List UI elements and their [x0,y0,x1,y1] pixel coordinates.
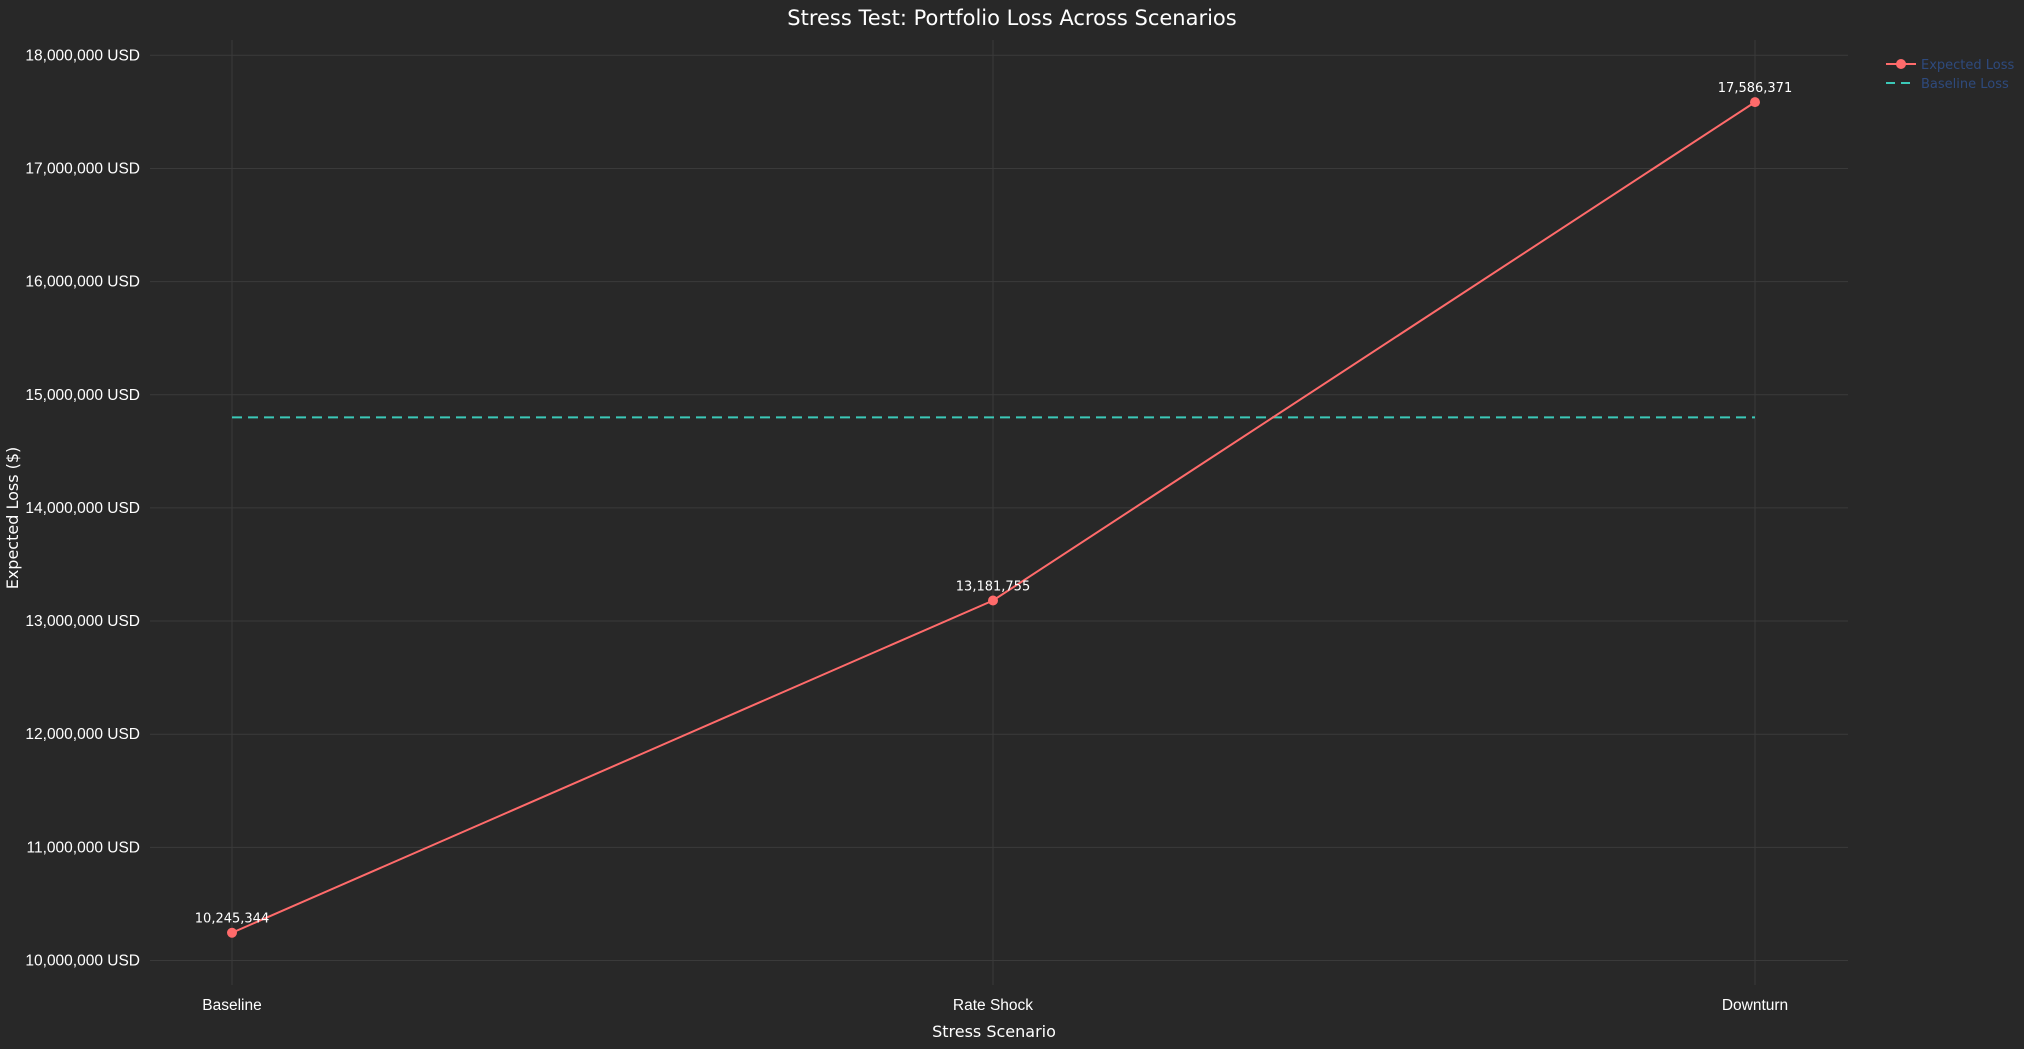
series [227,97,1760,938]
y-axis-title: Expected Loss ($) [3,447,22,590]
y-tick-label: 13,000,000 USD [25,613,140,630]
data-label-expected-loss: 13,181,755 [956,579,1030,594]
data-point-expected-loss[interactable] [1750,97,1760,108]
data-labels: 10,245,344 13,181,755 17,586,371 [195,81,1792,927]
chart-title: Stress Test: Portfolio Loss Across Scena… [787,6,1236,30]
grid [150,40,1848,985]
data-label-expected-loss: 10,245,344 [195,912,269,927]
y-tick-label: 17,000,000 USD [25,160,140,177]
y-tick-label: 14,000,000 USD [25,500,140,517]
x-tick-label: Downturn [1722,997,1788,1014]
y-axis-ticks: 10,000,000 USD 11,000,000 USD 12,000,000 U… [25,47,140,969]
y-tick-label: 12,000,000 USD [25,726,140,743]
y-tick-label: 10,000,000 USD [25,953,140,970]
y-tick-label: 18,000,000 USD [25,47,140,64]
data-label-expected-loss: 17,586,371 [1718,81,1792,96]
x-axis-title: Stress Scenario [932,1022,1056,1041]
legend-item-baseline-loss[interactable]: Baseline Loss [1886,77,2009,92]
data-point-expected-loss[interactable] [227,927,237,938]
legend-marker-expected-loss [1896,59,1906,69]
legend-label-baseline-loss: Baseline Loss [1921,77,2009,92]
x-tick-label: Rate Shock [953,997,1033,1014]
data-point-expected-loss[interactable] [988,595,998,606]
x-axis-ticks: Baseline Rate Shock Downturn [202,997,1788,1014]
x-tick-label: Baseline [202,997,261,1014]
legend[interactable]: Expected Loss Baseline Loss [1886,58,2015,92]
y-tick-label: 11,000,000 USD [27,839,140,856]
legend-item-expected-loss[interactable]: Expected Loss [1886,58,2015,73]
legend-label-expected-loss: Expected Loss [1921,58,2015,73]
y-tick-label: 15,000,000 USD [25,387,140,404]
y-tick-label: 16,000,000 USD [25,274,140,291]
